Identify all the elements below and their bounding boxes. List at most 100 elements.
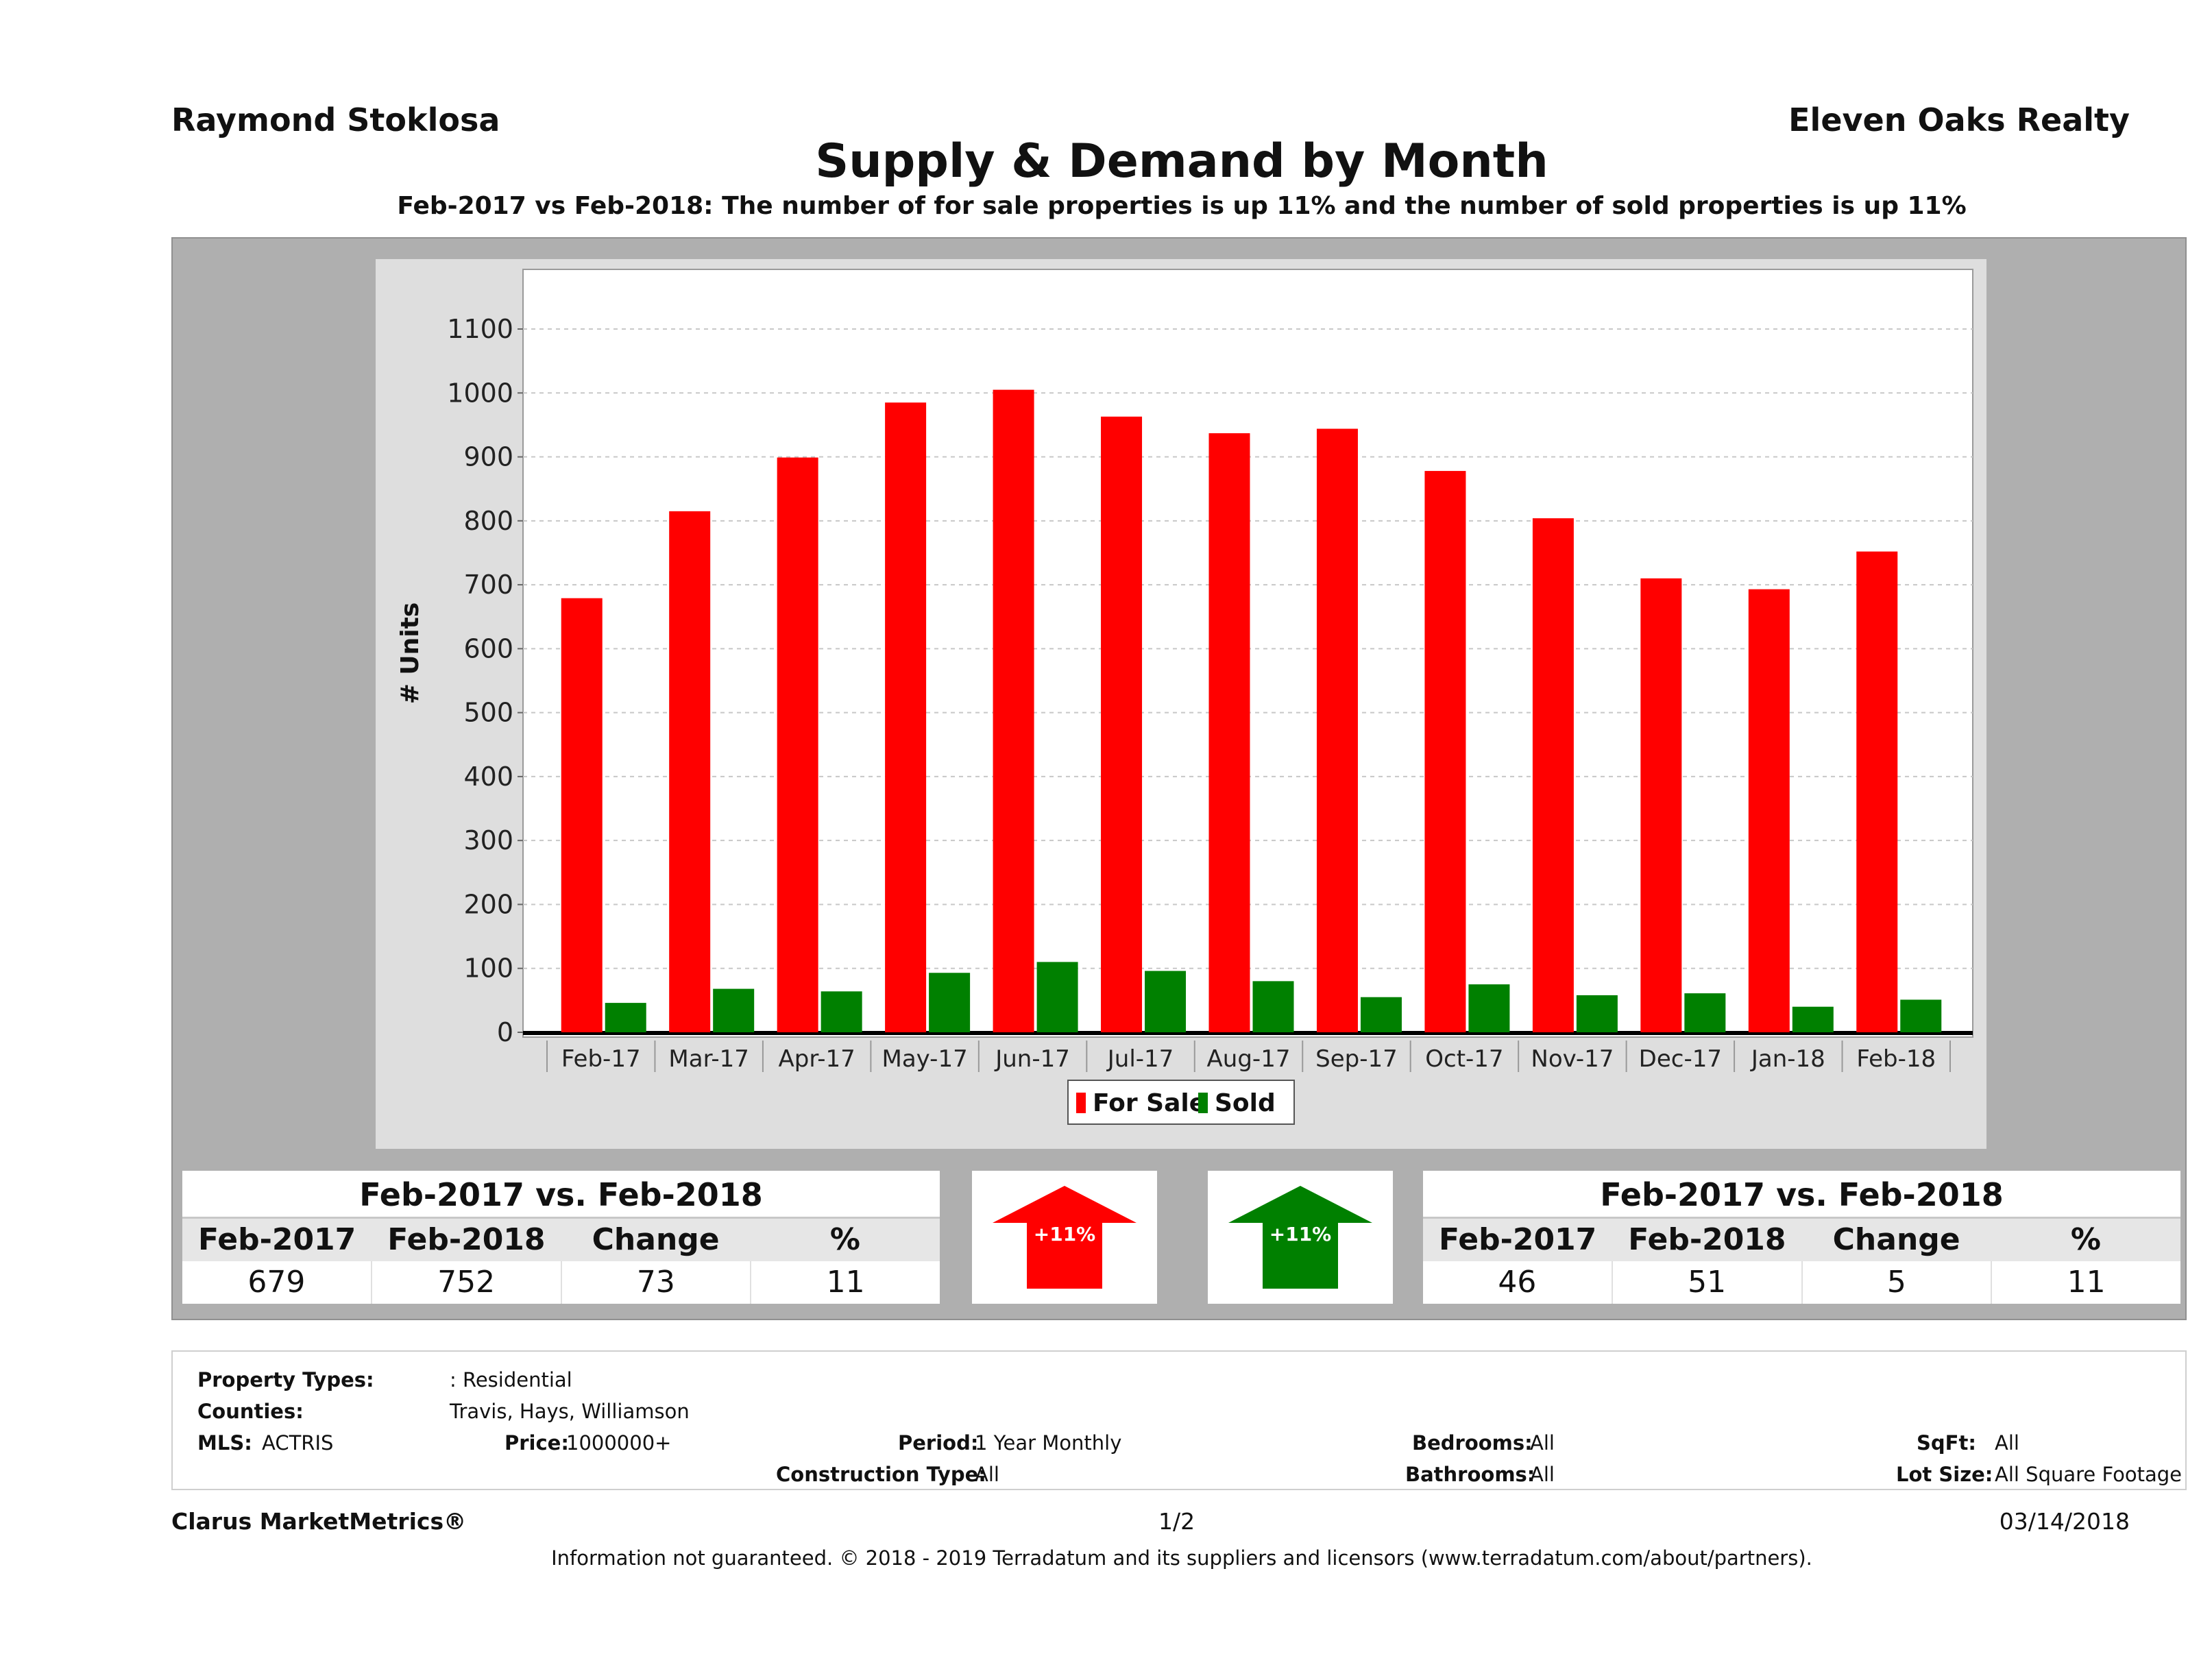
- column-header: %: [2070, 1222, 2101, 1257]
- table-row: 46 51 5 11: [1423, 1261, 2180, 1304]
- for-sale-bar: [1208, 433, 1250, 1032]
- column-header: Feb-2018: [387, 1222, 546, 1257]
- legend-box: [1067, 1080, 1295, 1125]
- chart-legend: For Sale Sold: [1067, 1080, 1295, 1125]
- property-types-value: : Residential: [450, 1368, 572, 1391]
- price-value: 1000000+: [566, 1431, 672, 1455]
- y-axis-label: # Units: [396, 603, 424, 705]
- counties-value: Travis, Hays, Williamson: [450, 1400, 690, 1423]
- for-sale-bar: [885, 402, 927, 1032]
- x-tick-label: Aug-17: [1207, 1045, 1291, 1073]
- for-sale-bar: [669, 511, 711, 1032]
- table-title: Feb-2017 vs. Feb-2018: [182, 1171, 940, 1219]
- construction-type-value: All: [975, 1463, 999, 1486]
- table-cell: 73: [562, 1261, 752, 1304]
- column-header: %: [829, 1222, 860, 1257]
- table-cell: 752: [372, 1261, 562, 1304]
- period-label: Period:: [898, 1431, 979, 1455]
- sold-bar: [1468, 984, 1510, 1032]
- for-sale-bar: [1424, 471, 1466, 1032]
- for-sale-bar: [1316, 428, 1358, 1032]
- table-cell: 679: [182, 1261, 372, 1304]
- x-axis-ticks: Feb-17 Mar-17 Apr-17 May-17 Jun-17 Jul-17 Aug-…: [546, 1041, 1951, 1073]
- x-tick-label: Jun-17: [994, 1045, 1070, 1073]
- chart-container: 0 100 200 300 400 500 600 700 800 900 1000 1100 Feb…: [376, 259, 1986, 1149]
- table-row: 679 752 73 11: [182, 1261, 940, 1304]
- sqft-label: SqFt:: [1917, 1431, 1976, 1455]
- table-cell: 46: [1423, 1261, 1613, 1304]
- column-header: Feb-2017: [197, 1222, 356, 1257]
- for-sale-bar: [1532, 518, 1574, 1032]
- y-tick-label: 0: [497, 1017, 513, 1047]
- y-tick-label: 600: [463, 633, 513, 664]
- sold-change-label: +11%: [1269, 1223, 1331, 1245]
- sold-bar: [1684, 993, 1726, 1032]
- for-sale-bar: [561, 598, 603, 1032]
- disclaimer: Information not guaranteed. © 2018 - 201…: [551, 1546, 1812, 1570]
- sold-change-indicator: +11%: [1208, 1171, 1393, 1304]
- y-tick-label: 700: [463, 570, 513, 600]
- sold-bar: [821, 991, 862, 1032]
- lot-size-label: Lot Size:: [1896, 1463, 1993, 1486]
- table-header-row: Feb-2017 Feb-2018 Change %: [1423, 1219, 2180, 1261]
- search-criteria: Property Types: : Residential Counties: …: [171, 1350, 2187, 1490]
- column-header: Change: [592, 1222, 720, 1257]
- legend-label: Sold: [1215, 1089, 1276, 1117]
- bathrooms-label: Bathrooms:: [1405, 1463, 1535, 1486]
- sold-bar: [1792, 1006, 1834, 1032]
- for-sale-swatch: [1076, 1093, 1086, 1113]
- x-tick-label: Nov-17: [1531, 1045, 1614, 1073]
- counties-label: Counties:: [197, 1400, 304, 1423]
- for-sale-bar: [1101, 416, 1143, 1032]
- bars: [561, 389, 1942, 1032]
- x-tick-label: Sep-17: [1315, 1045, 1398, 1073]
- x-tick-label: Dec-17: [1639, 1045, 1722, 1073]
- column-header: Feb-2017: [1438, 1222, 1597, 1257]
- period-value: 1 Year Monthly: [975, 1431, 1122, 1455]
- agent-name: Raymond Stoklosa: [171, 101, 500, 138]
- y-tick-label: 900: [463, 442, 513, 472]
- report-date: 03/14/2018: [1999, 1508, 2130, 1535]
- sold-bar: [605, 1003, 646, 1032]
- bedrooms-label: Bedrooms:: [1412, 1431, 1533, 1455]
- for-sale-bar: [777, 457, 818, 1032]
- table-title: Feb-2017 vs. Feb-2018: [1423, 1171, 2180, 1219]
- x-tick-label: Mar-17: [668, 1045, 749, 1073]
- up-arrow-icon: +11%: [993, 1186, 1137, 1289]
- sold-bar: [1360, 997, 1402, 1032]
- page-subtitle: Feb-2017 vs Feb-2018: The number of for …: [397, 192, 1967, 220]
- sold-bar: [1576, 995, 1618, 1032]
- for-sale-change-indicator: +11%: [972, 1171, 1157, 1304]
- sold-comparison-table: Feb-2017 vs. Feb-2018 Feb-2017 Feb-2018 …: [1423, 1171, 2180, 1304]
- up-arrow-icon: +11%: [1228, 1186, 1372, 1289]
- mls-label: MLS:: [197, 1431, 252, 1455]
- legend-label: For Sale: [1093, 1089, 1206, 1117]
- sold-bar: [1252, 981, 1294, 1032]
- bar-chart: 0 100 200 300 400 500 600 700 800 900 1000 1100 Feb…: [396, 269, 1973, 1125]
- y-tick-label: 100: [463, 953, 513, 984]
- y-tick-label: 300: [463, 825, 513, 855]
- bathrooms-value: All: [1530, 1463, 1555, 1486]
- for-sale-bar: [1640, 578, 1682, 1032]
- y-tick-label: 1100: [447, 314, 513, 344]
- bedrooms-value: All: [1530, 1431, 1555, 1455]
- page-number: 1/2: [1158, 1508, 1195, 1535]
- property-types-label: Property Types:: [197, 1368, 374, 1391]
- x-tick-label: Oct-17: [1425, 1045, 1503, 1073]
- sold-bar: [929, 973, 971, 1032]
- sold-bar: [1145, 971, 1187, 1032]
- broker-name: Eleven Oaks Realty: [1788, 101, 2130, 138]
- y-axis-ticks: 0 100 200 300 400 500 600 700 800 900 1000 1100: [447, 314, 1973, 1047]
- construction-type-label: Construction Type:: [776, 1463, 986, 1486]
- y-tick-label: 800: [463, 506, 513, 536]
- for-sale-bar: [1748, 589, 1790, 1032]
- table-cell: 11: [2067, 1265, 2106, 1300]
- x-tick-label: Apr-17: [779, 1045, 855, 1073]
- sold-bar: [1036, 962, 1078, 1032]
- price-label: Price:: [505, 1431, 569, 1455]
- y-tick-label: 400: [463, 762, 513, 792]
- sold-bar: [713, 988, 755, 1032]
- y-tick-label: 500: [463, 698, 513, 728]
- x-tick-label: May-17: [882, 1045, 967, 1073]
- for-sale-bar: [1856, 551, 1898, 1032]
